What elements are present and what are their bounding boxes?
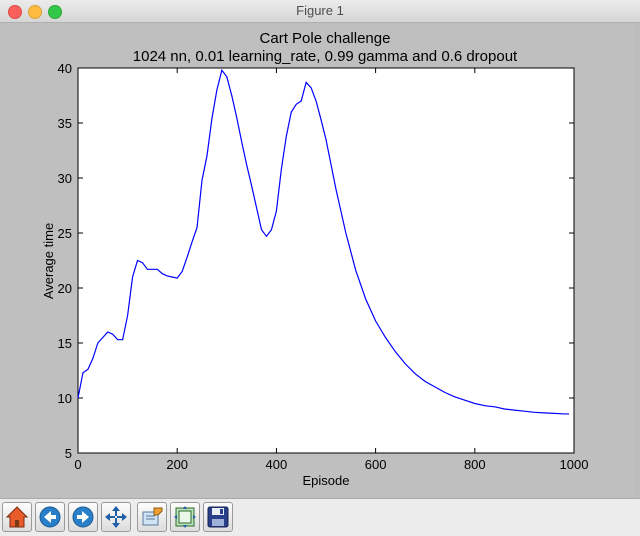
y-axis-label: Average time bbox=[41, 223, 56, 299]
pan-icon bbox=[105, 506, 127, 528]
subplots-icon bbox=[174, 506, 196, 528]
forward-arrow-icon bbox=[72, 506, 94, 528]
back-arrow-icon bbox=[39, 506, 61, 528]
chart-subtitle: 1024 nn, 0.01 learning_rate, 0.99 gamma … bbox=[133, 48, 518, 65]
configure-subplots-button[interactable] bbox=[170, 502, 200, 532]
home-icon bbox=[5, 506, 29, 528]
window-edge bbox=[634, 23, 640, 535]
pan-button[interactable] bbox=[101, 502, 131, 532]
y-tick-label: 5 bbox=[65, 446, 72, 461]
x-tick-label: 800 bbox=[464, 457, 486, 472]
x-axis-label: Episode bbox=[303, 473, 350, 488]
y-tick-label: 20 bbox=[58, 281, 72, 296]
y-tick-label: 35 bbox=[58, 116, 72, 131]
y-tick-label: 25 bbox=[58, 226, 72, 241]
back-button[interactable] bbox=[35, 502, 65, 532]
chart-title: Cart Pole challenge bbox=[260, 30, 391, 47]
zoom-icon bbox=[142, 507, 163, 526]
window-titlebar: Figure 1 bbox=[0, 0, 640, 23]
save-icon bbox=[207, 506, 229, 528]
zoom-button[interactable] bbox=[137, 502, 167, 532]
x-tick-label: 200 bbox=[166, 457, 188, 472]
figure-canvas: Cart Pole challenge 1024 nn, 0.01 learni… bbox=[0, 23, 640, 498]
navigation-toolbar bbox=[0, 498, 640, 536]
maximize-window-button[interactable] bbox=[48, 5, 62, 19]
close-window-button[interactable] bbox=[8, 5, 22, 19]
line-chart: Cart Pole challenge 1024 nn, 0.01 learni… bbox=[41, 30, 589, 488]
x-tick-label: 400 bbox=[266, 457, 288, 472]
x-tick-label: 0 bbox=[74, 457, 81, 472]
y-tick-label: 30 bbox=[58, 171, 72, 186]
plot-area bbox=[77, 67, 575, 454]
series-line bbox=[77, 68, 570, 415]
home-button[interactable] bbox=[2, 502, 32, 532]
window-title: Figure 1 bbox=[296, 3, 344, 18]
forward-button[interactable] bbox=[68, 502, 98, 532]
y-tick-label: 10 bbox=[58, 391, 72, 406]
y-tick-label: 40 bbox=[58, 61, 72, 76]
x-tick-label: 600 bbox=[365, 457, 387, 472]
y-tick-label: 15 bbox=[58, 336, 72, 351]
x-tick-label: 1000 bbox=[560, 457, 589, 472]
save-button[interactable] bbox=[203, 502, 233, 532]
minimize-window-button[interactable] bbox=[28, 5, 42, 19]
